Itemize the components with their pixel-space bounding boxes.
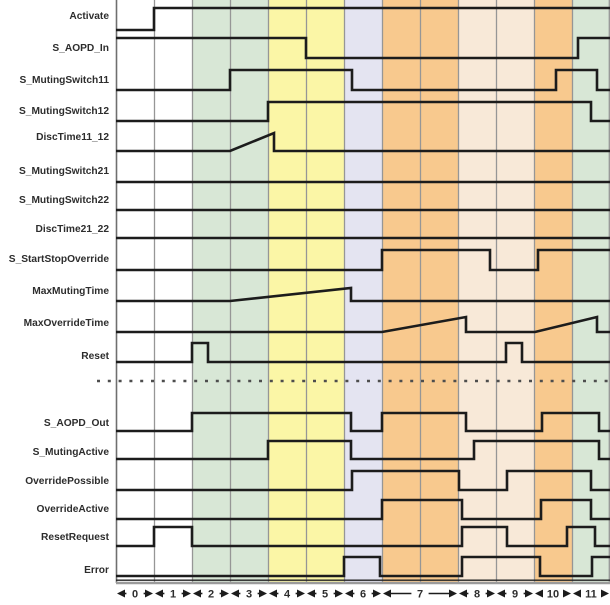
- phase-band-4: [268, 0, 306, 583]
- axis-segment-label-10: 10: [547, 589, 559, 601]
- axis-arrow-right-8: [487, 589, 495, 598]
- axis-arrow-left-5: [307, 589, 315, 598]
- signal-label-S_AOPD_Out: S_AOPD_Out: [44, 418, 110, 429]
- waveform-S_MutingActive: [116, 439, 610, 461]
- axis-segment-label-6: 6: [360, 589, 366, 601]
- axis-arrow-left-6: [345, 589, 353, 598]
- waveform-S_AOPD_In: [116, 36, 610, 60]
- axis-arrow-right-0: [145, 589, 153, 598]
- axis-arrow-left-9: [497, 589, 505, 598]
- axis-arrow-left-8: [459, 589, 467, 598]
- waveform-OverridePossible: [116, 469, 610, 492]
- signal-label-ResetRequest: ResetRequest: [41, 532, 110, 543]
- axis-arrow-left-4: [269, 589, 277, 598]
- axis-segment-label-5: 5: [322, 589, 328, 601]
- signal-label-OverridePossible: OverridePossible: [25, 476, 109, 487]
- axis-arrow-left-0: [117, 589, 125, 598]
- axis-segment-label-3: 3: [246, 589, 252, 601]
- waveform-S_StartStopOverride: [116, 248, 610, 272]
- phase-band-8: [420, 0, 458, 583]
- axis-segment-label-4: 4: [284, 589, 291, 601]
- axis-segment-label-9: 9: [512, 589, 518, 601]
- phase-band-3: [230, 0, 268, 583]
- waveform-S_MutingSwitch12: [116, 100, 610, 123]
- signal-label-MaxMutingTime: MaxMutingTime: [32, 286, 109, 297]
- axis-arrow-left-3: [231, 589, 239, 598]
- phase-band-10: [496, 0, 534, 583]
- axis-arrow-right-5: [335, 589, 343, 598]
- phase-band-1: [154, 0, 192, 583]
- signal-label-S_MutingActive: S_MutingActive: [33, 447, 110, 458]
- waveform-S_AOPD_Out: [116, 411, 610, 433]
- signal-label-S_StartStopOverride: S_StartStopOverride: [9, 254, 110, 265]
- axis-arrow-right-4: [297, 589, 305, 598]
- phase-band-7: [382, 0, 420, 583]
- signal-label-S_AOPD_In: S_AOPD_In: [52, 43, 109, 54]
- axis-segment-label-7: 7: [417, 589, 423, 601]
- phase-band-12: [572, 0, 610, 583]
- signal-label-Reset: Reset: [81, 351, 109, 362]
- axis-segment-label-0: 0: [132, 589, 138, 601]
- axis-arrow-right-7: [449, 589, 457, 598]
- axis-arrow-left-11: [573, 589, 581, 598]
- waveform-MaxOverrideTime: [116, 315, 610, 334]
- axis-arrow-left-7: [383, 589, 391, 598]
- axis-arrow-right-11: [601, 589, 609, 598]
- waveform-ResetRequest: [116, 525, 610, 548]
- phase-band-0: [116, 0, 154, 583]
- signal-label-S_MutingSwitch21: S_MutingSwitch21: [19, 166, 109, 177]
- signal-label-MaxOverrideTime: MaxOverrideTime: [24, 318, 110, 329]
- waveform-OverrideActive: [116, 498, 610, 521]
- axis-segment-label-2: 2: [208, 589, 214, 601]
- signal-label-Error: Error: [84, 565, 109, 576]
- axis-arrow-right-9: [525, 589, 533, 598]
- axis-arrow-left-1: [155, 589, 163, 598]
- axis-arrow-right-3: [259, 589, 267, 598]
- signal-label-DiscTime21_22: DiscTime21_22: [36, 224, 110, 235]
- axis-arrow-left-2: [193, 589, 201, 598]
- waveform-Error: [116, 555, 610, 578]
- signal-label-OverrideActive: OverrideActive: [37, 504, 110, 515]
- axis-segment-label-1: 1: [170, 589, 176, 601]
- axis-arrow-right-6: [373, 589, 381, 598]
- phase-band-2: [192, 0, 230, 583]
- signal-label-S_MutingSwitch11: S_MutingSwitch11: [20, 75, 110, 86]
- axis-arrow-right-1: [183, 589, 191, 598]
- axis-arrow-right-2: [221, 589, 229, 598]
- signal-label-DiscTime11_12: DiscTime11_12: [36, 132, 109, 143]
- waveform-MaxMutingTime: [116, 286, 610, 303]
- waveform-S_MutingSwitch11: [116, 68, 610, 92]
- axis-arrow-right-10: [563, 589, 571, 598]
- signal-label-S_MutingSwitch12: S_MutingSwitch12: [19, 106, 109, 117]
- waveform-Reset: [116, 341, 610, 364]
- phase-band-9: [458, 0, 496, 583]
- signal-label-S_MutingSwitch22: S_MutingSwitch22: [19, 195, 109, 206]
- axis-segment-label-8: 8: [474, 589, 480, 601]
- axis-segment-label-11: 11: [585, 589, 597, 601]
- phase-band-11: [534, 0, 572, 583]
- waveform-Activate: [116, 6, 610, 32]
- signal-label-Activate: Activate: [69, 11, 109, 22]
- waveform-DiscTime11_12: [116, 131, 610, 153]
- axis-arrow-left-10: [535, 589, 543, 598]
